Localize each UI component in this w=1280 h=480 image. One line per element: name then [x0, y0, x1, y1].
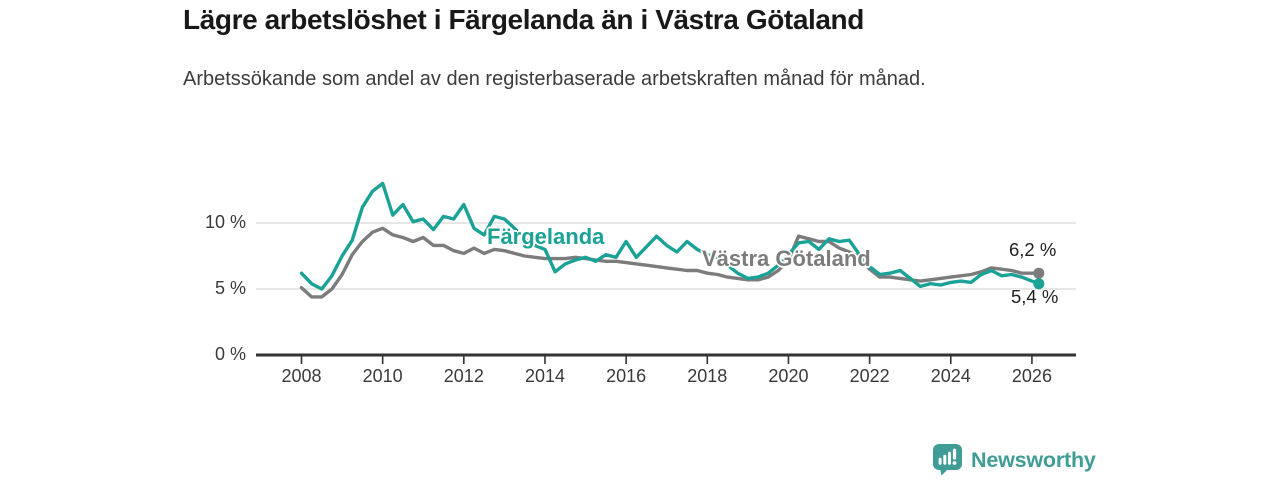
series-label-vastra-gotaland: Västra Götaland: [702, 246, 871, 271]
x-axis-tick-label: 2014: [524, 366, 565, 386]
y-axis-tick-label: 10 %: [204, 212, 246, 232]
x-axis-tick-label: 2016: [606, 366, 647, 386]
series-line: [299, 226, 1041, 299]
x-axis-tick-label: 2018: [687, 366, 728, 386]
end-value-label-fargelanda: 5,4 %: [1011, 286, 1059, 307]
x-axis-tick-label: 2022: [849, 366, 890, 386]
end-value-label-vastra-gotaland: 6,2 %: [1009, 239, 1057, 260]
y-axis-tick-label: 0 %: [214, 344, 246, 364]
x-axis-tick-label: 2012: [443, 366, 484, 386]
newsworthy-brand-text: Newsworthy: [971, 447, 1096, 472]
page-title: Lägre arbetslöshet i Färgelanda än i Väs…: [183, 4, 864, 35]
chart-subtitle: Arbetssökande som andel av den registerb…: [183, 68, 926, 90]
y-axis-tick-label: 5 %: [214, 278, 246, 298]
x-axis-tick-label: 2024: [930, 366, 971, 386]
series-label-fargelanda: Färgelanda: [487, 224, 605, 249]
series-end-dot: [1033, 267, 1045, 279]
x-axis-tick-label: 2026: [1011, 366, 1052, 386]
newsworthy-logo[interactable]: Newsworthy: [933, 444, 1096, 476]
x-axis-tick-label: 2008: [281, 366, 322, 386]
series-end-dot: [1033, 278, 1045, 290]
newsworthy-chart-bubble-icon: [933, 444, 962, 476]
x-axis-tick-label: 2010: [362, 366, 403, 386]
series-line: [299, 181, 1041, 291]
x-axis-tick-label: 2020: [768, 366, 809, 386]
